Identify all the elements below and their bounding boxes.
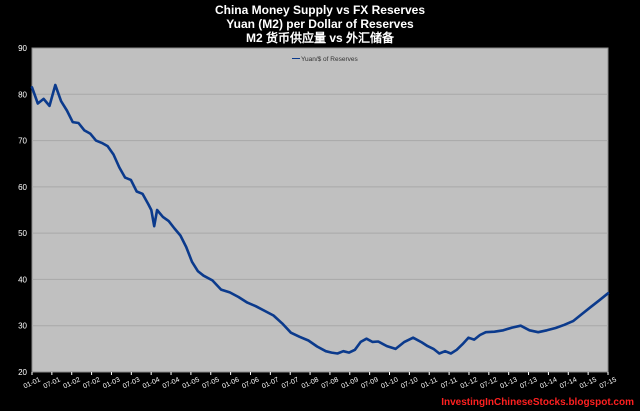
x-tick-label: 07-02 [82, 376, 101, 390]
x-tick-label: 01-13 [499, 376, 518, 390]
y-tick-label: 30 [18, 322, 27, 331]
y-axis-ticks: 20 30 40 50 60 70 80 90 [18, 44, 27, 377]
x-tick-label: 01-01 [23, 376, 42, 390]
x-tick-label: 01-14 [539, 376, 558, 390]
x-tick-label: 01-12 [460, 376, 479, 390]
x-tick-label: 07-01 [42, 376, 61, 390]
legend-label: Yuan/$ of Reserves [301, 56, 358, 63]
legend: Yuan/$ of Reserves [292, 56, 358, 63]
x-tick-label: 07-07 [281, 376, 300, 390]
y-tick-label: 50 [18, 229, 27, 238]
watermark-text: InvestingInChineseStocks.blogspot.com [441, 397, 634, 408]
x-tick-label: 01-08 [301, 376, 320, 390]
chart-subtitle: Yuan (M2) per Dollar of Reserves [226, 17, 414, 31]
gridlines [32, 93, 608, 327]
x-tick-label: 07-06 [241, 376, 260, 390]
y-tick-label: 60 [18, 183, 27, 192]
x-tick-label: 01-09 [340, 376, 359, 390]
x-tick-label: 07-05 [201, 376, 220, 390]
y-tick-label: 20 [18, 368, 27, 377]
x-tick-label: 07-03 [122, 376, 141, 390]
x-tick-label: 07-12 [479, 376, 498, 390]
x-tick-label: 01-10 [380, 376, 399, 390]
x-tick-label: 07-10 [400, 376, 419, 390]
y-tick-label: 80 [18, 90, 27, 99]
y-tick-label: 90 [18, 44, 27, 53]
x-tick-label: 07-11 [440, 377, 459, 391]
plot-area [31, 47, 609, 373]
x-tick-label: 01-07 [261, 376, 280, 390]
x-tick-label: 01-03 [102, 376, 121, 390]
series-line [30, 83, 610, 355]
x-tick-label: 07-08 [321, 376, 340, 390]
x-tick-label: 07-15 [599, 376, 618, 390]
x-tick-label: 07-09 [360, 376, 379, 390]
y-tick-label: 40 [18, 275, 27, 284]
x-tick-label: 07-13 [519, 376, 538, 390]
x-tick-label: 07-04 [162, 376, 181, 390]
x-tick-label: 01-15 [579, 376, 598, 390]
chart-subtitle-chinese: M2 货币供应量 vs 外汇储备 [245, 31, 395, 45]
chart-title: China Money Supply vs FX Reserves [214, 3, 426, 17]
x-tick-label: 01-11 [420, 377, 439, 391]
x-axis-ticks: 01-01 07-01 01-02 07-02 01-03 07-03 01-04 07-04… [23, 372, 618, 390]
x-tick-label: 01-02 [62, 376, 81, 390]
x-tick-label: 01-05 [182, 376, 201, 390]
y-tick-label: 70 [18, 137, 27, 146]
x-tick-label: 07-14 [559, 376, 578, 390]
x-tick-label: 01-04 [142, 376, 161, 390]
x-tick-label: 01-06 [221, 376, 240, 390]
